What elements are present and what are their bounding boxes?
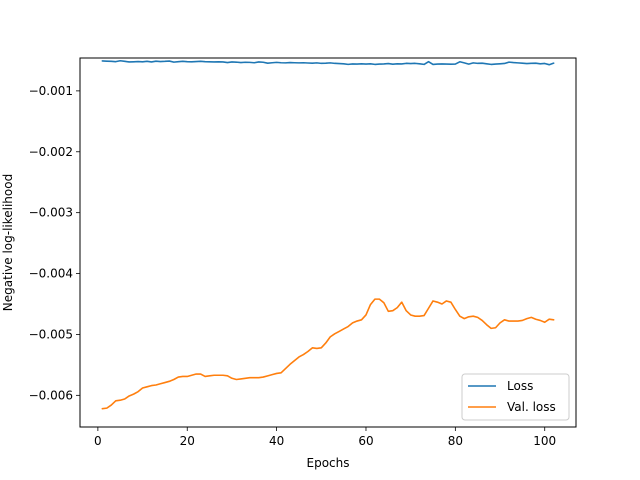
plot-frame <box>79 57 577 428</box>
y-tick-label: −0.004 <box>29 267 73 281</box>
plot-area <box>80 58 576 427</box>
x-tick-label: 40 <box>269 434 284 448</box>
y-axis-label: Negative log-likelihood <box>1 174 15 311</box>
y-tick-label: −0.006 <box>29 388 73 402</box>
legend-label-loss: Loss <box>507 379 533 393</box>
y-axis-ticks: −0.001 −0.002 −0.003 −0.004 −0.005 −0.006 <box>29 84 80 402</box>
series-line-loss <box>101 59 555 66</box>
y-tick-label: −0.002 <box>29 145 73 159</box>
x-axis-label: Epochs <box>307 456 350 470</box>
series-layer <box>101 59 555 410</box>
legend: Loss Val. loss <box>461 373 570 421</box>
x-tick-label: 80 <box>448 434 463 448</box>
x-tick-label: 60 <box>358 434 373 448</box>
y-tick-label: −0.001 <box>29 84 73 98</box>
legend-label-val-loss: Val. loss <box>507 400 556 414</box>
y-tick-label: −0.005 <box>29 327 73 341</box>
series-line-val-loss <box>101 298 555 410</box>
x-tick-label: 100 <box>533 434 556 448</box>
y-tick-label: −0.003 <box>29 206 73 220</box>
x-axis-ticks: 0 20 40 60 80 100 <box>94 427 556 448</box>
x-tick-label: 20 <box>180 434 195 448</box>
x-tick-label: 0 <box>94 434 102 448</box>
